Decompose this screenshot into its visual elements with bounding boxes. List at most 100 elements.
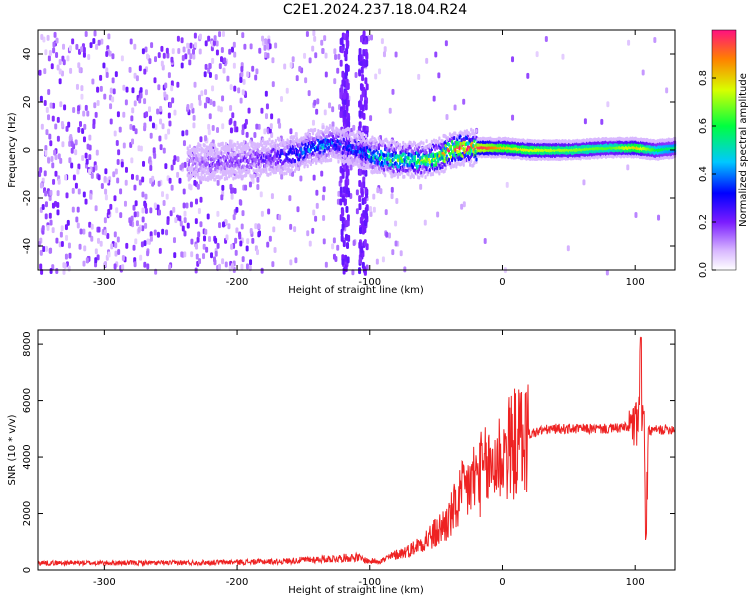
spectrogram-cell <box>346 242 350 250</box>
spectrogram-cell <box>324 52 328 59</box>
spectrogram-cell <box>218 161 221 166</box>
spectrogram-cell <box>110 243 114 250</box>
spectrogram-cell <box>160 45 164 52</box>
spectrogram-cell <box>131 87 135 94</box>
spectrogram-cell <box>396 174 400 179</box>
spectrogram-cell <box>225 234 229 241</box>
spectrogram-cell <box>143 98 147 105</box>
spectrogram-cell <box>344 179 348 187</box>
spectrogram-cell <box>183 230 187 237</box>
spectrogram-cell <box>239 240 243 247</box>
spectrogram-cell <box>239 173 242 178</box>
spectrogram-cell <box>198 147 201 152</box>
spectrogram-cell <box>342 92 346 100</box>
spectrogram-cell <box>48 212 52 219</box>
spectrogram-cell <box>49 102 53 109</box>
spectrogram-cell <box>196 149 199 154</box>
spectrogram-cell <box>375 154 378 159</box>
spectrogram-cell <box>43 170 47 177</box>
spectrogram-cell <box>74 182 78 189</box>
spectrogram-cell <box>117 248 121 255</box>
spectrogram-cell <box>134 200 138 207</box>
colorbar-gradient <box>711 29 737 271</box>
spectrogram-cell <box>217 263 221 270</box>
spectrogram-cell <box>119 212 123 219</box>
colorbar: 0.00.20.40.60.8 Normalized spectral ampl… <box>698 29 749 278</box>
spectrogram-cell <box>68 140 72 147</box>
spectrogram-cell <box>250 149 253 154</box>
spectrogram-cell <box>158 247 162 254</box>
spectrogram-cell <box>182 140 186 147</box>
spectrogram-cell <box>220 56 224 63</box>
spectrogram-cell <box>125 242 129 249</box>
spectrogram-cell <box>344 63 348 71</box>
spectrogram-cell <box>358 203 362 211</box>
spectrogram-cell <box>361 90 365 98</box>
spectrogram-cell <box>144 89 148 96</box>
spectrogram-cell <box>226 75 230 82</box>
spectrogram-cell <box>130 215 134 222</box>
spectrogram-cell <box>44 201 48 208</box>
spectrogram-cell <box>297 149 300 154</box>
spectrogram-cell <box>425 167 428 172</box>
spectrogram-cell <box>61 141 65 148</box>
spectrogram-cell <box>90 223 94 230</box>
spectrogram-cell <box>314 140 317 145</box>
spectrogram-cell <box>388 148 391 153</box>
spectrogram-cell <box>149 132 153 139</box>
spectrogram-cell <box>561 53 565 60</box>
spectrogram-cell <box>78 243 82 250</box>
spectrogram-cell <box>469 132 472 137</box>
spectrogram-cell <box>138 179 142 186</box>
spectrogram-cell <box>135 220 139 227</box>
spectrogram-cell <box>149 207 153 214</box>
spectrogram-cell <box>384 209 388 216</box>
spectrogram-cell <box>216 147 219 152</box>
spectrogram-cell <box>77 163 81 170</box>
spectrogram-cell <box>352 124 356 131</box>
spectrogram-cell <box>51 115 55 122</box>
spectrogram-cell <box>470 127 473 132</box>
spectrogram-cell <box>260 210 264 217</box>
colorbar-tick-label: 0.4 <box>698 166 709 182</box>
spectrogram-cell <box>278 214 282 221</box>
spectrogram-cell <box>107 33 111 40</box>
spectrogram-cell <box>203 169 206 174</box>
spectrogram-cell <box>413 141 417 146</box>
spectrogram-cell <box>181 130 185 137</box>
spectrogram-cell <box>64 253 68 260</box>
spectrogram-cell <box>142 160 146 167</box>
spectrogram-x-tick-label: -100 <box>358 277 381 288</box>
spectrogram-cell <box>113 231 117 238</box>
spectrogram-cell <box>52 178 56 185</box>
spectrogram-cell <box>262 137 265 142</box>
spectrogram-cell <box>390 138 393 143</box>
spectrogram-cell <box>107 208 111 215</box>
spectrogram-cell <box>213 35 217 42</box>
spectrogram-cell <box>472 143 475 148</box>
spectrogram-cell <box>182 188 186 195</box>
spectrogram-cell <box>256 172 259 177</box>
spectrogram-cell <box>194 218 198 225</box>
spectrogram-cell <box>293 159 297 164</box>
spectrogram-cell <box>232 62 236 69</box>
spectrogram-cell <box>452 149 455 154</box>
spectrogram-cell <box>176 156 180 163</box>
spectrogram-cell <box>125 86 129 93</box>
spectrogram-cell <box>105 50 109 57</box>
spectrogram-cell <box>475 128 478 133</box>
spectrogram-cell <box>277 146 281 151</box>
spectrogram-cell <box>120 55 124 62</box>
spectrogram-cell <box>116 158 120 165</box>
spectrogram-cell <box>251 65 255 72</box>
spectrogram-cell <box>44 213 48 220</box>
spectrogram-cell <box>94 111 98 118</box>
spectrogram-cell <box>190 238 194 245</box>
spectrogram-cell <box>306 164 309 169</box>
spectrogram-cell <box>63 104 67 111</box>
spectrogram-cell <box>198 258 202 265</box>
spectrogram-cell <box>359 159 362 164</box>
spectrogram-cell <box>280 96 284 103</box>
spectrogram-cell <box>358 149 361 154</box>
spectrogram-cell <box>641 69 645 76</box>
